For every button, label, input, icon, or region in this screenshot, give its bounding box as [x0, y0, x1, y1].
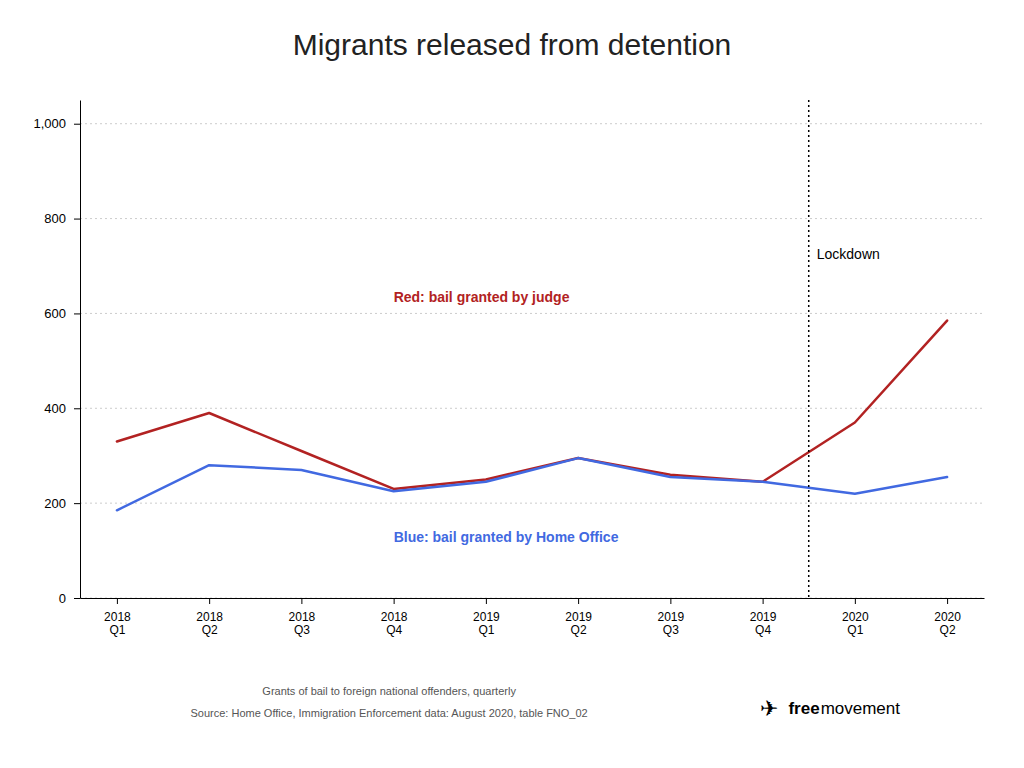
x-tick: 2019Q1 [473, 598, 500, 637]
series-line [117, 458, 947, 510]
plot: 02004006008001,0002018Q12018Q22018Q32018… [33, 100, 984, 637]
x-tick-mark [947, 598, 948, 604]
y-tick-mark [74, 313, 80, 314]
y-tick: 600 [44, 306, 80, 321]
grid-line [80, 313, 984, 314]
y-tick-mark [74, 503, 80, 504]
series-line [117, 321, 947, 489]
x-tick: 2018Q1 [104, 598, 131, 637]
x-axis-line [81, 598, 985, 599]
y-tick-label: 400 [44, 401, 66, 416]
annotation-line [808, 100, 810, 598]
y-axis: 0 200 400 600 800 1,000 [33, 101, 80, 606]
y-tick-label: 200 [44, 496, 66, 511]
x-tick: 2020Q1 [842, 598, 869, 637]
y-tick: 400 [44, 401, 80, 416]
x-tick: 2020Q2 [934, 598, 961, 637]
y-tick-label: 600 [44, 306, 66, 321]
x-tick: 2019Q3 [658, 598, 685, 637]
x-tick-mark [209, 598, 210, 604]
x-tick-label: 2020Q1 [842, 610, 869, 638]
series-labels: Red: bail granted by judge Blue: bail gra… [394, 289, 619, 545]
y-tick-mark [74, 124, 80, 125]
x-tick-label: 2018Q1 [104, 610, 131, 638]
x-tick-label: 2018Q4 [381, 610, 408, 638]
x-tick-mark [578, 598, 579, 604]
y-axis-line [80, 101, 81, 599]
y-tick-mark [74, 598, 80, 599]
logo-text: free [788, 699, 819, 718]
grid-line [80, 218, 984, 219]
grid [80, 124, 984, 598]
logo-text: ✈ [760, 696, 778, 721]
grid-line [80, 598, 984, 599]
annotations: Lockdown [809, 100, 880, 598]
logo-text: movement [821, 699, 901, 718]
x-tick: 2018Q4 [381, 598, 408, 637]
y-tick: 200 [44, 496, 80, 511]
x-tick: 2018Q3 [289, 598, 316, 637]
footer: Grants of bail to foreign national offen… [191, 685, 901, 721]
x-tick-label: 2018Q3 [289, 610, 316, 638]
x-tick-mark [301, 598, 302, 604]
annotation-label: Lockdown [817, 246, 880, 262]
grid-line [80, 503, 984, 504]
y-tick-mark [74, 408, 80, 409]
x-tick-mark [670, 598, 671, 604]
source-text: Source: Home Office, Immigration Enforce… [191, 707, 588, 719]
x-tick-label: 2019Q4 [750, 610, 777, 638]
x-axis: 2018Q1 2018Q2 2018Q3 2018Q4 2019Q1 2019Q2 2019… [81, 598, 985, 637]
x-tick-label: 2018Q2 [196, 610, 223, 638]
y-tick-mark [74, 219, 80, 220]
series-group [117, 321, 947, 511]
x-tick-label: 2019Q2 [565, 610, 592, 638]
grid-line [80, 123, 984, 124]
x-tick-mark [486, 598, 487, 604]
x-tick-mark [763, 598, 764, 604]
grid-line [80, 408, 984, 409]
y-tick-label: 0 [59, 591, 66, 606]
y-tick: 0 [59, 591, 80, 606]
x-tick-mark [117, 598, 118, 604]
x-tick: 2019Q2 [565, 598, 592, 637]
x-tick-mark [394, 598, 395, 604]
series-label: Blue: bail granted by Home Office [394, 529, 619, 545]
y-tick-label: 1,000 [33, 116, 66, 131]
x-tick-label: 2019Q1 [473, 610, 500, 638]
x-tick-mark [855, 598, 856, 604]
x-tick: 2019Q4 [750, 598, 777, 637]
y-tick: 800 [44, 211, 80, 226]
source-text: Grants of bail to foreign national offen… [262, 685, 516, 697]
x-tick-label: 2019Q3 [658, 610, 685, 638]
y-tick: 1,000 [33, 116, 80, 131]
x-tick: 2018Q2 [196, 598, 223, 637]
series-label: Red: bail granted by judge [394, 289, 570, 305]
x-tick-label: 2020Q2 [934, 610, 961, 638]
chart: Migrants released from detention 0 200 400 6… [0, 0, 1024, 768]
title: Migrants released from detention [293, 28, 732, 61]
y-tick-label: 800 [44, 211, 66, 226]
